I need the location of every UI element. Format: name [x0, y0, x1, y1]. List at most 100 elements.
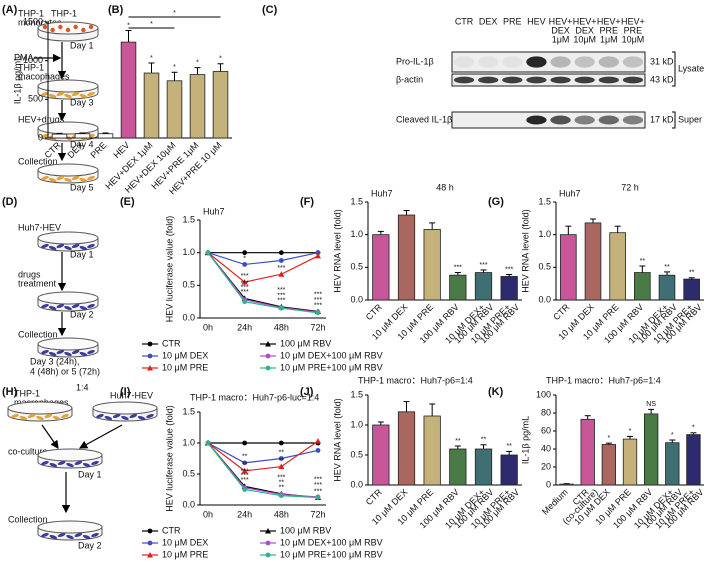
dish: [92, 401, 158, 422]
cell: [87, 303, 95, 309]
panel-label: (A): [2, 4, 18, 16]
cell: [57, 460, 66, 466]
dish: [7, 401, 73, 422]
cell: [64, 93, 72, 99]
cell: [129, 413, 138, 419]
blot-band: [550, 56, 571, 68]
label: 10μM: [622, 34, 645, 44]
bar: [686, 434, 701, 486]
significance: **: [242, 462, 248, 469]
label: 17 kD: [650, 114, 674, 124]
cell: [82, 534, 91, 540]
significance: *: [127, 22, 130, 29]
label: DEX: [479, 16, 498, 26]
y-tick-label: 1.0: [350, 419, 363, 429]
dish: [37, 520, 103, 541]
significance: *: [219, 56, 222, 63]
significance: ***: [241, 285, 249, 292]
chart-subtitle: 48 h: [436, 182, 454, 192]
marker: [205, 440, 211, 446]
dish-top: [37, 337, 99, 351]
significance: ***: [241, 468, 249, 475]
label: THP-1: [14, 388, 40, 398]
marker: [265, 552, 271, 558]
cell: [50, 27, 55, 33]
label: Collection: [8, 514, 48, 524]
label: Day 1: [70, 40, 94, 50]
y-axis-label: HEV luciferase value (fold): [164, 405, 174, 512]
blot-strip: [451, 51, 646, 73]
panel-label: (K): [488, 386, 504, 398]
cell: [48, 305, 57, 311]
bar: [449, 274, 467, 301]
label: 1μM: [552, 34, 570, 44]
blot-band: [574, 115, 595, 125]
label: PRE: [624, 25, 643, 35]
cell: [52, 415, 61, 421]
panel-label: (C): [262, 4, 278, 16]
cell: [87, 243, 95, 249]
y-tick-label: 1.5: [182, 214, 195, 224]
label: Day 1: [70, 249, 94, 259]
chart-title: Huh7: [559, 188, 581, 198]
blot-band: [574, 56, 595, 68]
blot-band: [622, 76, 644, 84]
y-axis-label: IL-1β pg/mL: [12, 56, 22, 104]
cell: [27, 413, 36, 419]
label: 43 kD: [650, 74, 674, 84]
dish: [37, 291, 99, 312]
marker: [147, 353, 153, 359]
marker: [278, 305, 284, 311]
cell: [65, 27, 71, 33]
blot-band: [550, 115, 571, 125]
label: Day 1: [78, 469, 102, 479]
series-line: [207, 442, 319, 499]
cell: [73, 24, 78, 30]
label: co-culture: [8, 446, 48, 456]
dish: [37, 79, 99, 100]
y-tick-label: 0.0: [538, 294, 551, 304]
cell: [82, 462, 91, 468]
significance: *: [196, 59, 199, 66]
bar: [601, 444, 617, 486]
x-tick-label: 48h: [274, 322, 289, 332]
label: treatment: [18, 278, 57, 288]
x-tick-label: 0h: [203, 322, 213, 332]
significance: ***: [241, 289, 249, 296]
significance: ***: [241, 281, 249, 288]
bar: [143, 72, 160, 139]
bar: [372, 424, 390, 486]
bar: [500, 276, 518, 301]
dish: [37, 21, 99, 42]
label: 10μM: [573, 34, 596, 44]
dish-top: [37, 163, 99, 177]
legend-label: 100 μM RBV: [280, 338, 331, 348]
bar: [683, 278, 700, 301]
significance: ***: [277, 475, 285, 482]
cell: [137, 415, 146, 421]
dish: [37, 448, 103, 469]
x-tick-label: CTR: [364, 302, 385, 323]
axes: [555, 202, 704, 301]
blot-band: [622, 56, 644, 68]
marker: [242, 487, 248, 492]
legend-label: 10 μM PRE+100 μM RBV: [280, 362, 383, 372]
cell: [41, 303, 49, 309]
label: 31 kD: [650, 56, 674, 66]
dish-top: [37, 79, 99, 93]
y-tick-label: 1500: [23, 16, 43, 26]
cell: [11, 413, 19, 419]
cell: [64, 305, 72, 311]
cell: [41, 243, 49, 249]
x-tick-label: CTR: [551, 302, 572, 323]
significance: **: [279, 457, 285, 464]
panel-label: (J): [300, 386, 314, 398]
cell: [56, 303, 65, 309]
chart-title: THP-1: [51, 8, 77, 18]
dish-top: [37, 291, 99, 305]
significance: *: [243, 255, 246, 262]
legend-label: 10 μM PRE: [162, 362, 208, 372]
significance: ***: [314, 488, 322, 495]
marker: [265, 540, 271, 546]
